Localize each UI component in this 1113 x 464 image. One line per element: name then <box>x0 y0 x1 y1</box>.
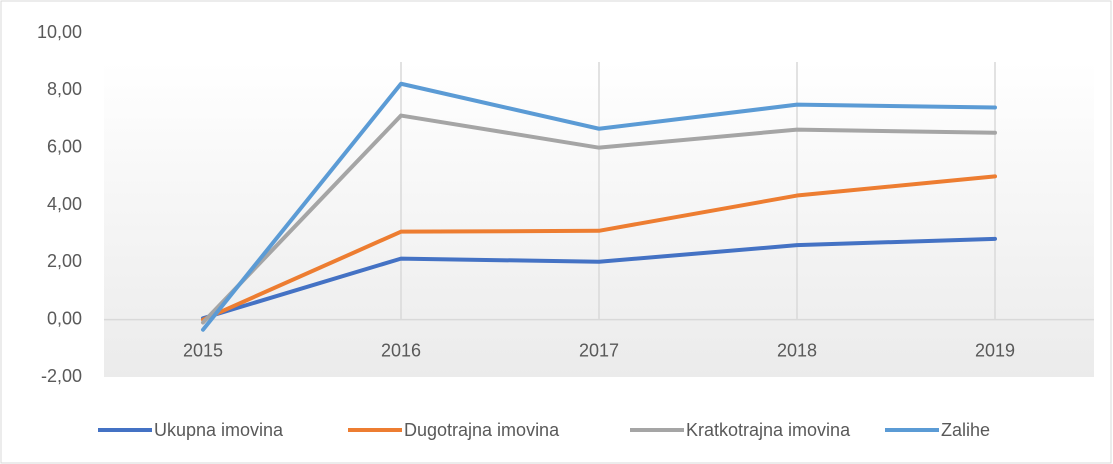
legend-label: Ukupna imovina <box>154 420 284 440</box>
series-line <box>201 174 997 322</box>
y-tick-label: 0,00 <box>47 308 82 328</box>
x-tick-label: 2019 <box>975 340 1015 360</box>
y-tick-label: 10,00 <box>37 22 82 42</box>
y-tick-label: -2,00 <box>41 366 82 386</box>
series-line <box>201 81 997 332</box>
x-tick-label: 2017 <box>579 340 619 360</box>
y-tick-label: 4,00 <box>47 194 82 214</box>
x-tick-label: 2015 <box>183 340 223 360</box>
x-tick-label: 2018 <box>777 340 817 360</box>
y-tick-label: 6,00 <box>47 136 82 156</box>
y-tick-label: 8,00 <box>47 79 82 99</box>
series-line <box>201 236 997 321</box>
x-tick-label: 2016 <box>381 340 421 360</box>
series-line <box>201 113 997 325</box>
legend-label: Dugotrajna imovina <box>404 420 560 440</box>
legend-label: Zalihe <box>941 420 990 440</box>
legend-label: Kratkotrajna imovina <box>686 420 851 440</box>
y-tick-label: 2,00 <box>47 251 82 271</box>
